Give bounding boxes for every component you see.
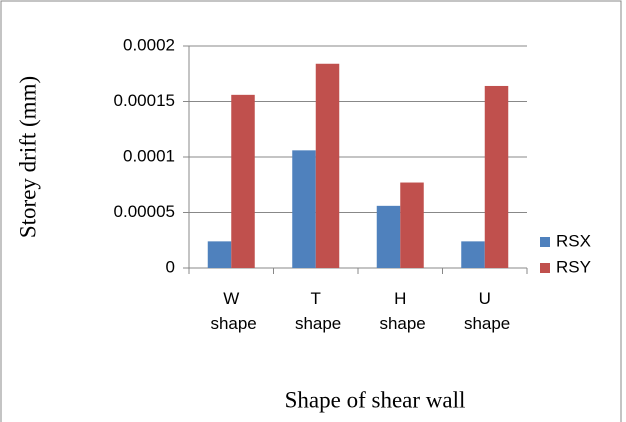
bar	[484, 85, 509, 269]
bar	[376, 205, 401, 268]
bar	[292, 150, 316, 268]
x-tick-label: T shape	[290, 289, 341, 333]
x-tick-label: U shape	[459, 289, 510, 333]
legend-swatch	[540, 263, 550, 273]
bar	[461, 241, 485, 268]
y-tick-label: 0.0002	[123, 35, 175, 54]
y-tick-label: 0.0001	[123, 146, 175, 165]
legend-swatch	[540, 237, 550, 247]
x-tick-label: W shape	[206, 289, 257, 333]
y-tick-label: 0	[166, 257, 175, 276]
y-tick-label: 0.00005	[114, 202, 175, 221]
x-axis-title: Shape of shear wall	[285, 387, 466, 412]
x-tick-label: H shape	[375, 289, 426, 333]
y-axis-title: Storey drift (mm)	[15, 76, 40, 238]
bar	[231, 94, 255, 268]
bar	[315, 63, 340, 269]
legend-label: RSY	[556, 257, 591, 276]
legend-label: RSX	[556, 231, 591, 250]
bar	[400, 182, 424, 268]
bar	[207, 241, 232, 268]
y-tick-label: 0.00015	[114, 91, 175, 110]
